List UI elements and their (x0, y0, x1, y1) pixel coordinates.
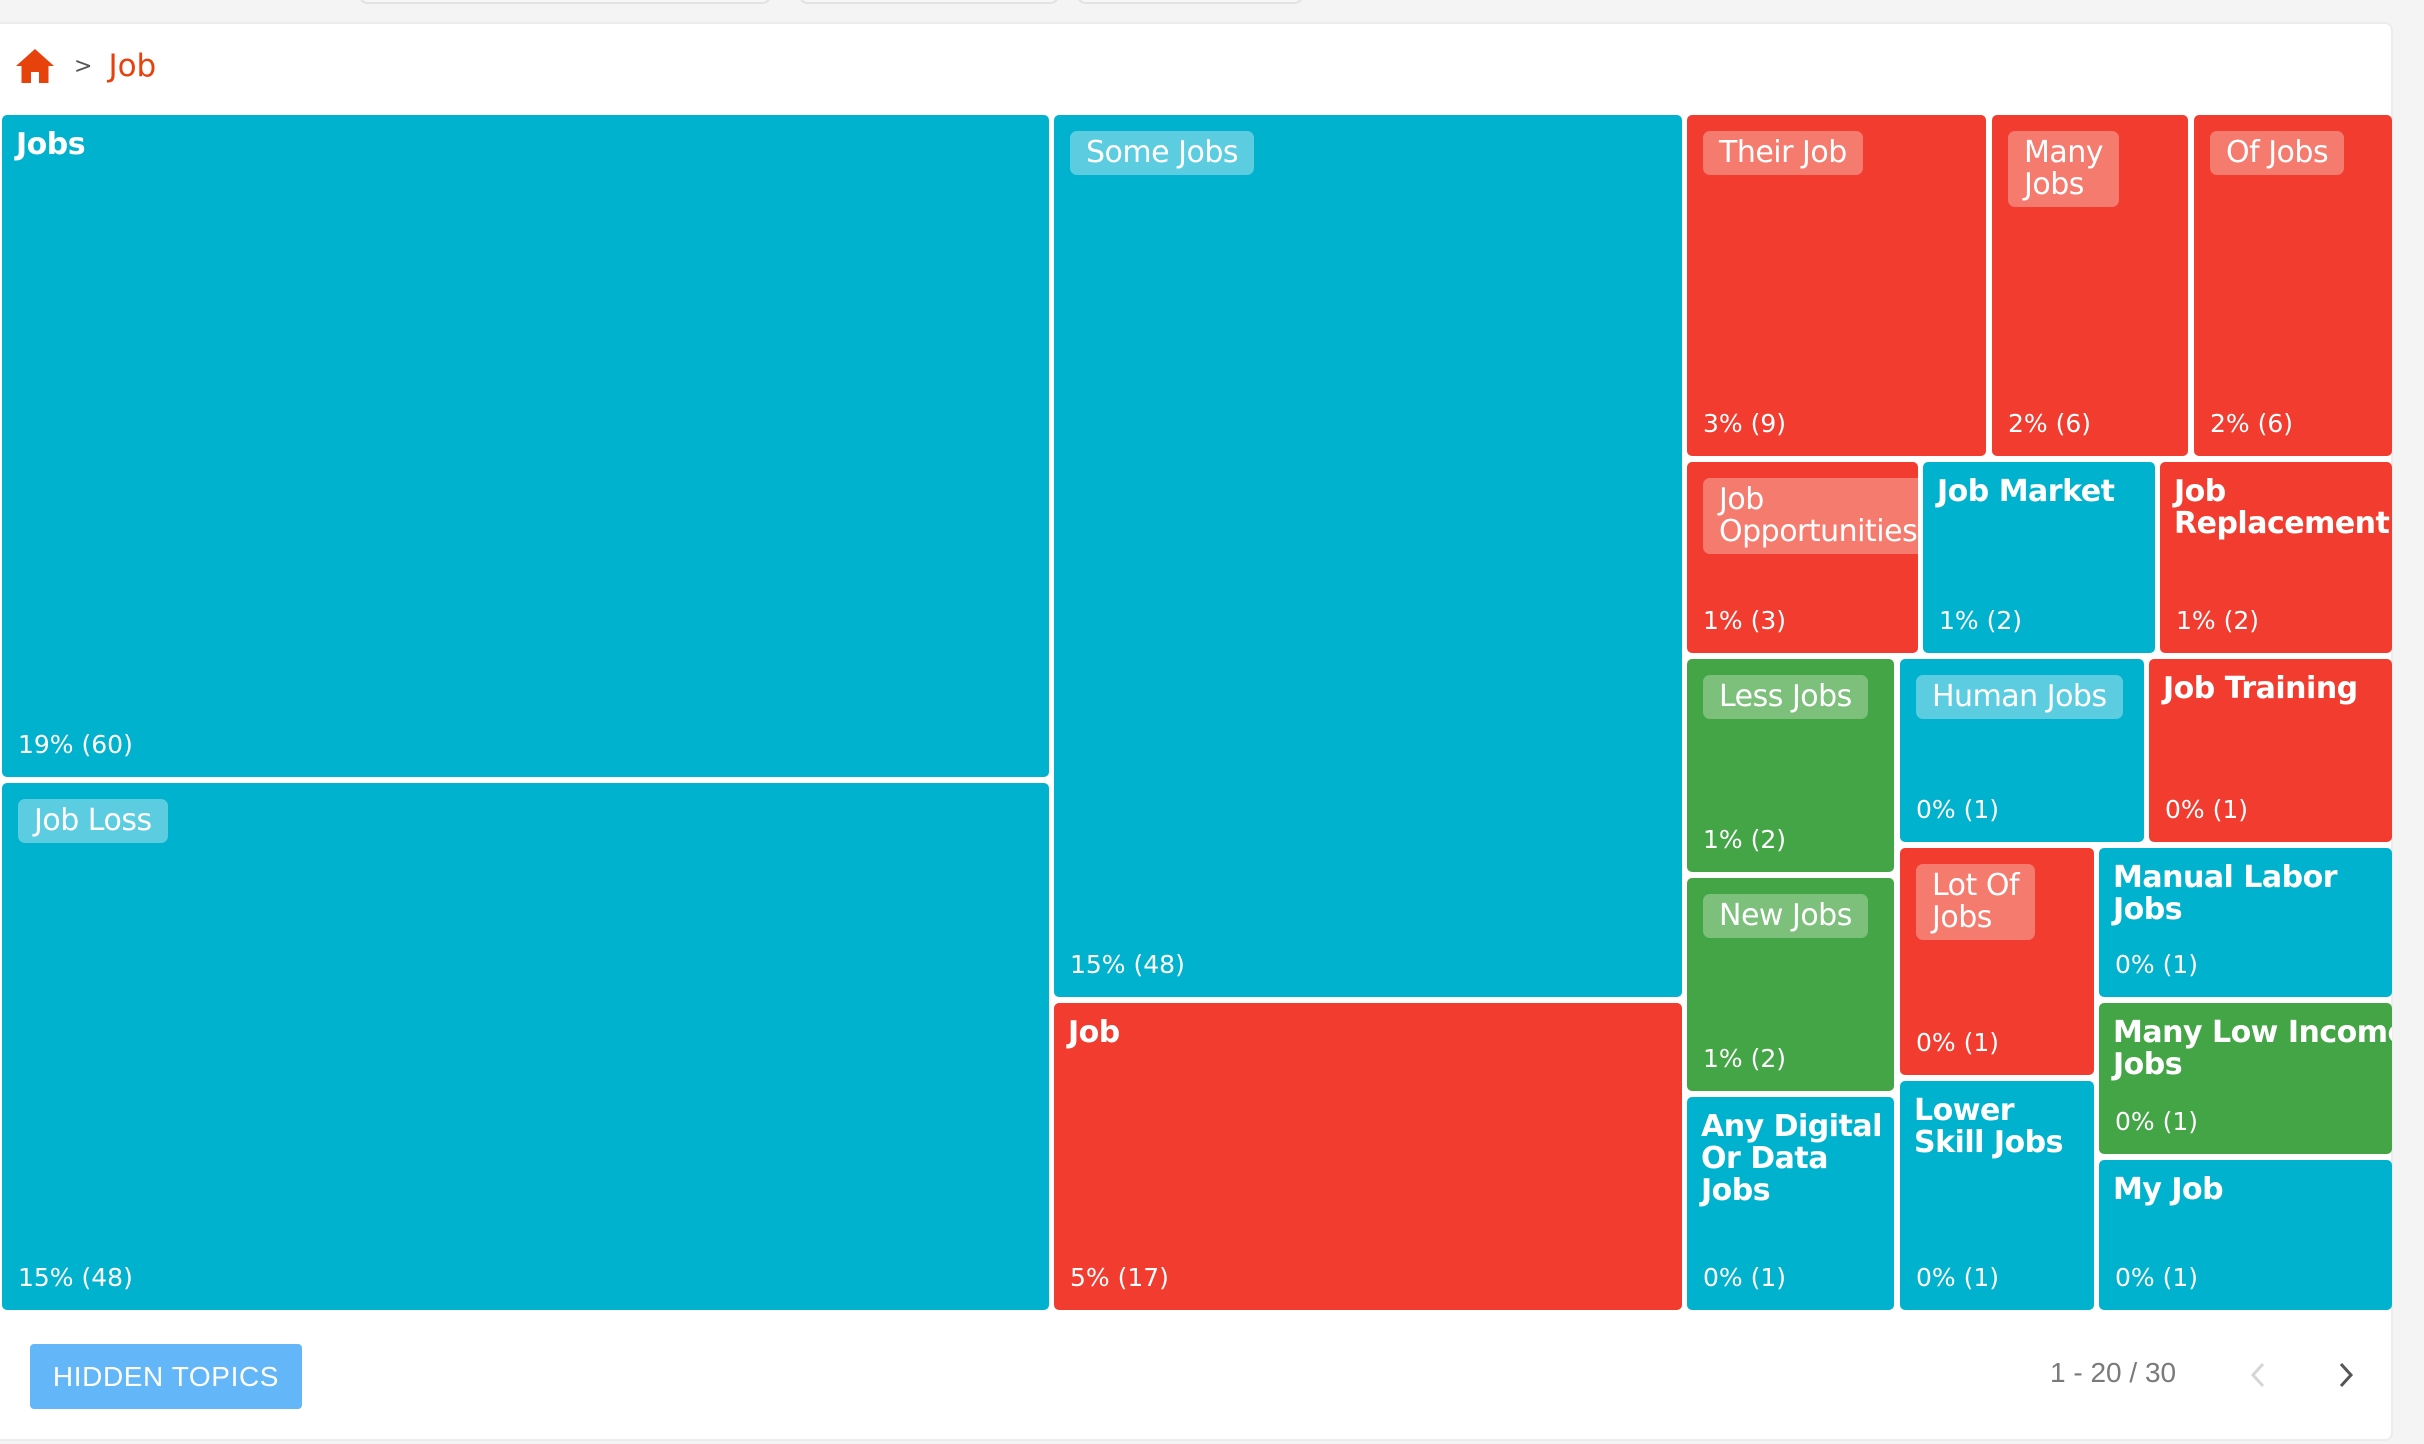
tile-stat: 1% (2) (1703, 1044, 1787, 1073)
tile-label: Job Training (2163, 671, 2358, 706)
tile-stat: 19% (60) (18, 730, 133, 759)
treemap-tile[interactable]: Job Market 1% (2) (1923, 462, 2155, 653)
tile-stat: 1% (2) (2176, 606, 2260, 635)
pagination-range: 1 - 20 / 30 (2050, 1357, 2177, 1388)
tile-label: Job Opportunities (1703, 478, 1918, 554)
tile-label: Some Jobs (1070, 131, 1254, 175)
tile-label: Their Job (1703, 131, 1863, 175)
treemap-tile[interactable]: Lower Skill Jobs 0% (1) (1900, 1081, 2094, 1310)
breadcrumb: > Job (14, 44, 156, 88)
breadcrumb-current[interactable]: Job (108, 48, 157, 84)
tile-label: Job (1068, 1015, 1120, 1050)
treemap-tile[interactable]: Job Loss 15% (48) (2, 783, 1049, 1310)
previous-page-button[interactable] (2236, 1353, 2280, 1397)
tile-stat: 0% (1) (2165, 795, 2249, 824)
treemap-tile[interactable]: Many Low Income Jobs 0% (1) (2099, 1003, 2392, 1154)
chevron-right-icon (2339, 1362, 2354, 1388)
tile-label: Job Loss (18, 799, 168, 843)
tile-stat: 2% (6) (2210, 409, 2294, 438)
treemap-tile[interactable]: Job Training 0% (1) (2149, 659, 2392, 842)
tile-label: Many Jobs (2008, 131, 2120, 207)
tile-label: Any Digital Or Data Jobs (1701, 1109, 1882, 1208)
treemap-tile[interactable]: Manual Labor Jobs 0% (1) (2099, 848, 2392, 997)
tile-label: Less Jobs (1703, 675, 1868, 719)
tile-label: Job Market (1937, 474, 2115, 509)
tile-label: Human Jobs (1916, 675, 2123, 719)
tile-stat: 1% (2) (1939, 606, 2023, 635)
treemap-tile[interactable]: Many Jobs 2% (6) (1992, 115, 2188, 456)
treemap-tile[interactable]: Less Jobs 1% (2) (1687, 659, 1894, 872)
breadcrumb-separator: > (74, 53, 93, 79)
treemap-tile[interactable]: My Job 0% (1) (2099, 1160, 2392, 1310)
treemap-tile[interactable]: New Jobs 1% (2) (1687, 878, 1894, 1091)
treemap-tile[interactable]: Lot Of Jobs 0% (1) (1900, 848, 2094, 1075)
tile-stat: 15% (48) (18, 1263, 133, 1292)
tile-label: New Jobs (1703, 894, 1868, 938)
tile-label: Lower Skill Jobs (1914, 1093, 2063, 1160)
tile-stat: 0% (1) (1916, 1028, 2000, 1057)
tile-label: My Job (2113, 1172, 2224, 1207)
tile-stat: 0% (1) (1916, 1263, 2000, 1292)
treemap-tile[interactable]: Job 5% (17) (1054, 1003, 1682, 1310)
treemap-tile[interactable]: Of Jobs 2% (6) (2194, 115, 2392, 456)
treemap-tile[interactable]: Human Jobs 0% (1) (1900, 659, 2144, 842)
tile-stat: 0% (1) (1703, 1263, 1787, 1292)
tile-label: Jobs (16, 127, 86, 162)
tile-stat: 0% (1) (2115, 1107, 2199, 1136)
tile-stat: 5% (17) (1070, 1263, 1169, 1292)
next-page-button[interactable] (2324, 1353, 2368, 1397)
top-tab[interactable] (1076, 0, 1304, 4)
tile-stat: 2% (6) (2008, 409, 2092, 438)
tile-label: Manual Labor Jobs (2113, 860, 2338, 927)
tile-label: Lot Of Jobs (1916, 864, 2036, 940)
tile-stat: 1% (2) (1703, 825, 1787, 854)
tile-stat: 15% (48) (1070, 950, 1185, 979)
treemap-tile[interactable]: Their Job 3% (9) (1687, 115, 1986, 456)
chevron-left-icon (2250, 1362, 2265, 1388)
tile-label: Of Jobs (2210, 131, 2345, 175)
treemap-tile[interactable]: Jobs 19% (60) (2, 115, 1049, 777)
home-icon[interactable] (14, 46, 56, 86)
treemap-tile[interactable]: Job Replacement 1% (2) (2160, 462, 2392, 653)
tile-stat: 3% (9) (1703, 409, 1787, 438)
treemap-tile[interactable]: Any Digital Or Data Jobs 0% (1) (1687, 1097, 1894, 1310)
tile-label: Job Replacement (2174, 474, 2390, 541)
tile-label: Many Low Income Jobs (2113, 1015, 2392, 1082)
treemap-tile[interactable]: Some Jobs 15% (48) (1054, 115, 1682, 997)
tile-stat: 0% (1) (2115, 1263, 2199, 1292)
hidden-topics-button[interactable]: HIDDEN TOPICS (30, 1344, 302, 1409)
treemap-tile[interactable]: Job Opportunities 1% (3) (1687, 462, 1918, 653)
top-tab[interactable] (358, 0, 772, 4)
tile-stat: 0% (1) (2115, 950, 2199, 979)
top-tab[interactable] (798, 0, 1060, 4)
tile-stat: 0% (1) (1916, 795, 2000, 824)
tile-stat: 1% (3) (1703, 606, 1787, 635)
top-tab-strip (0, 0, 2424, 22)
